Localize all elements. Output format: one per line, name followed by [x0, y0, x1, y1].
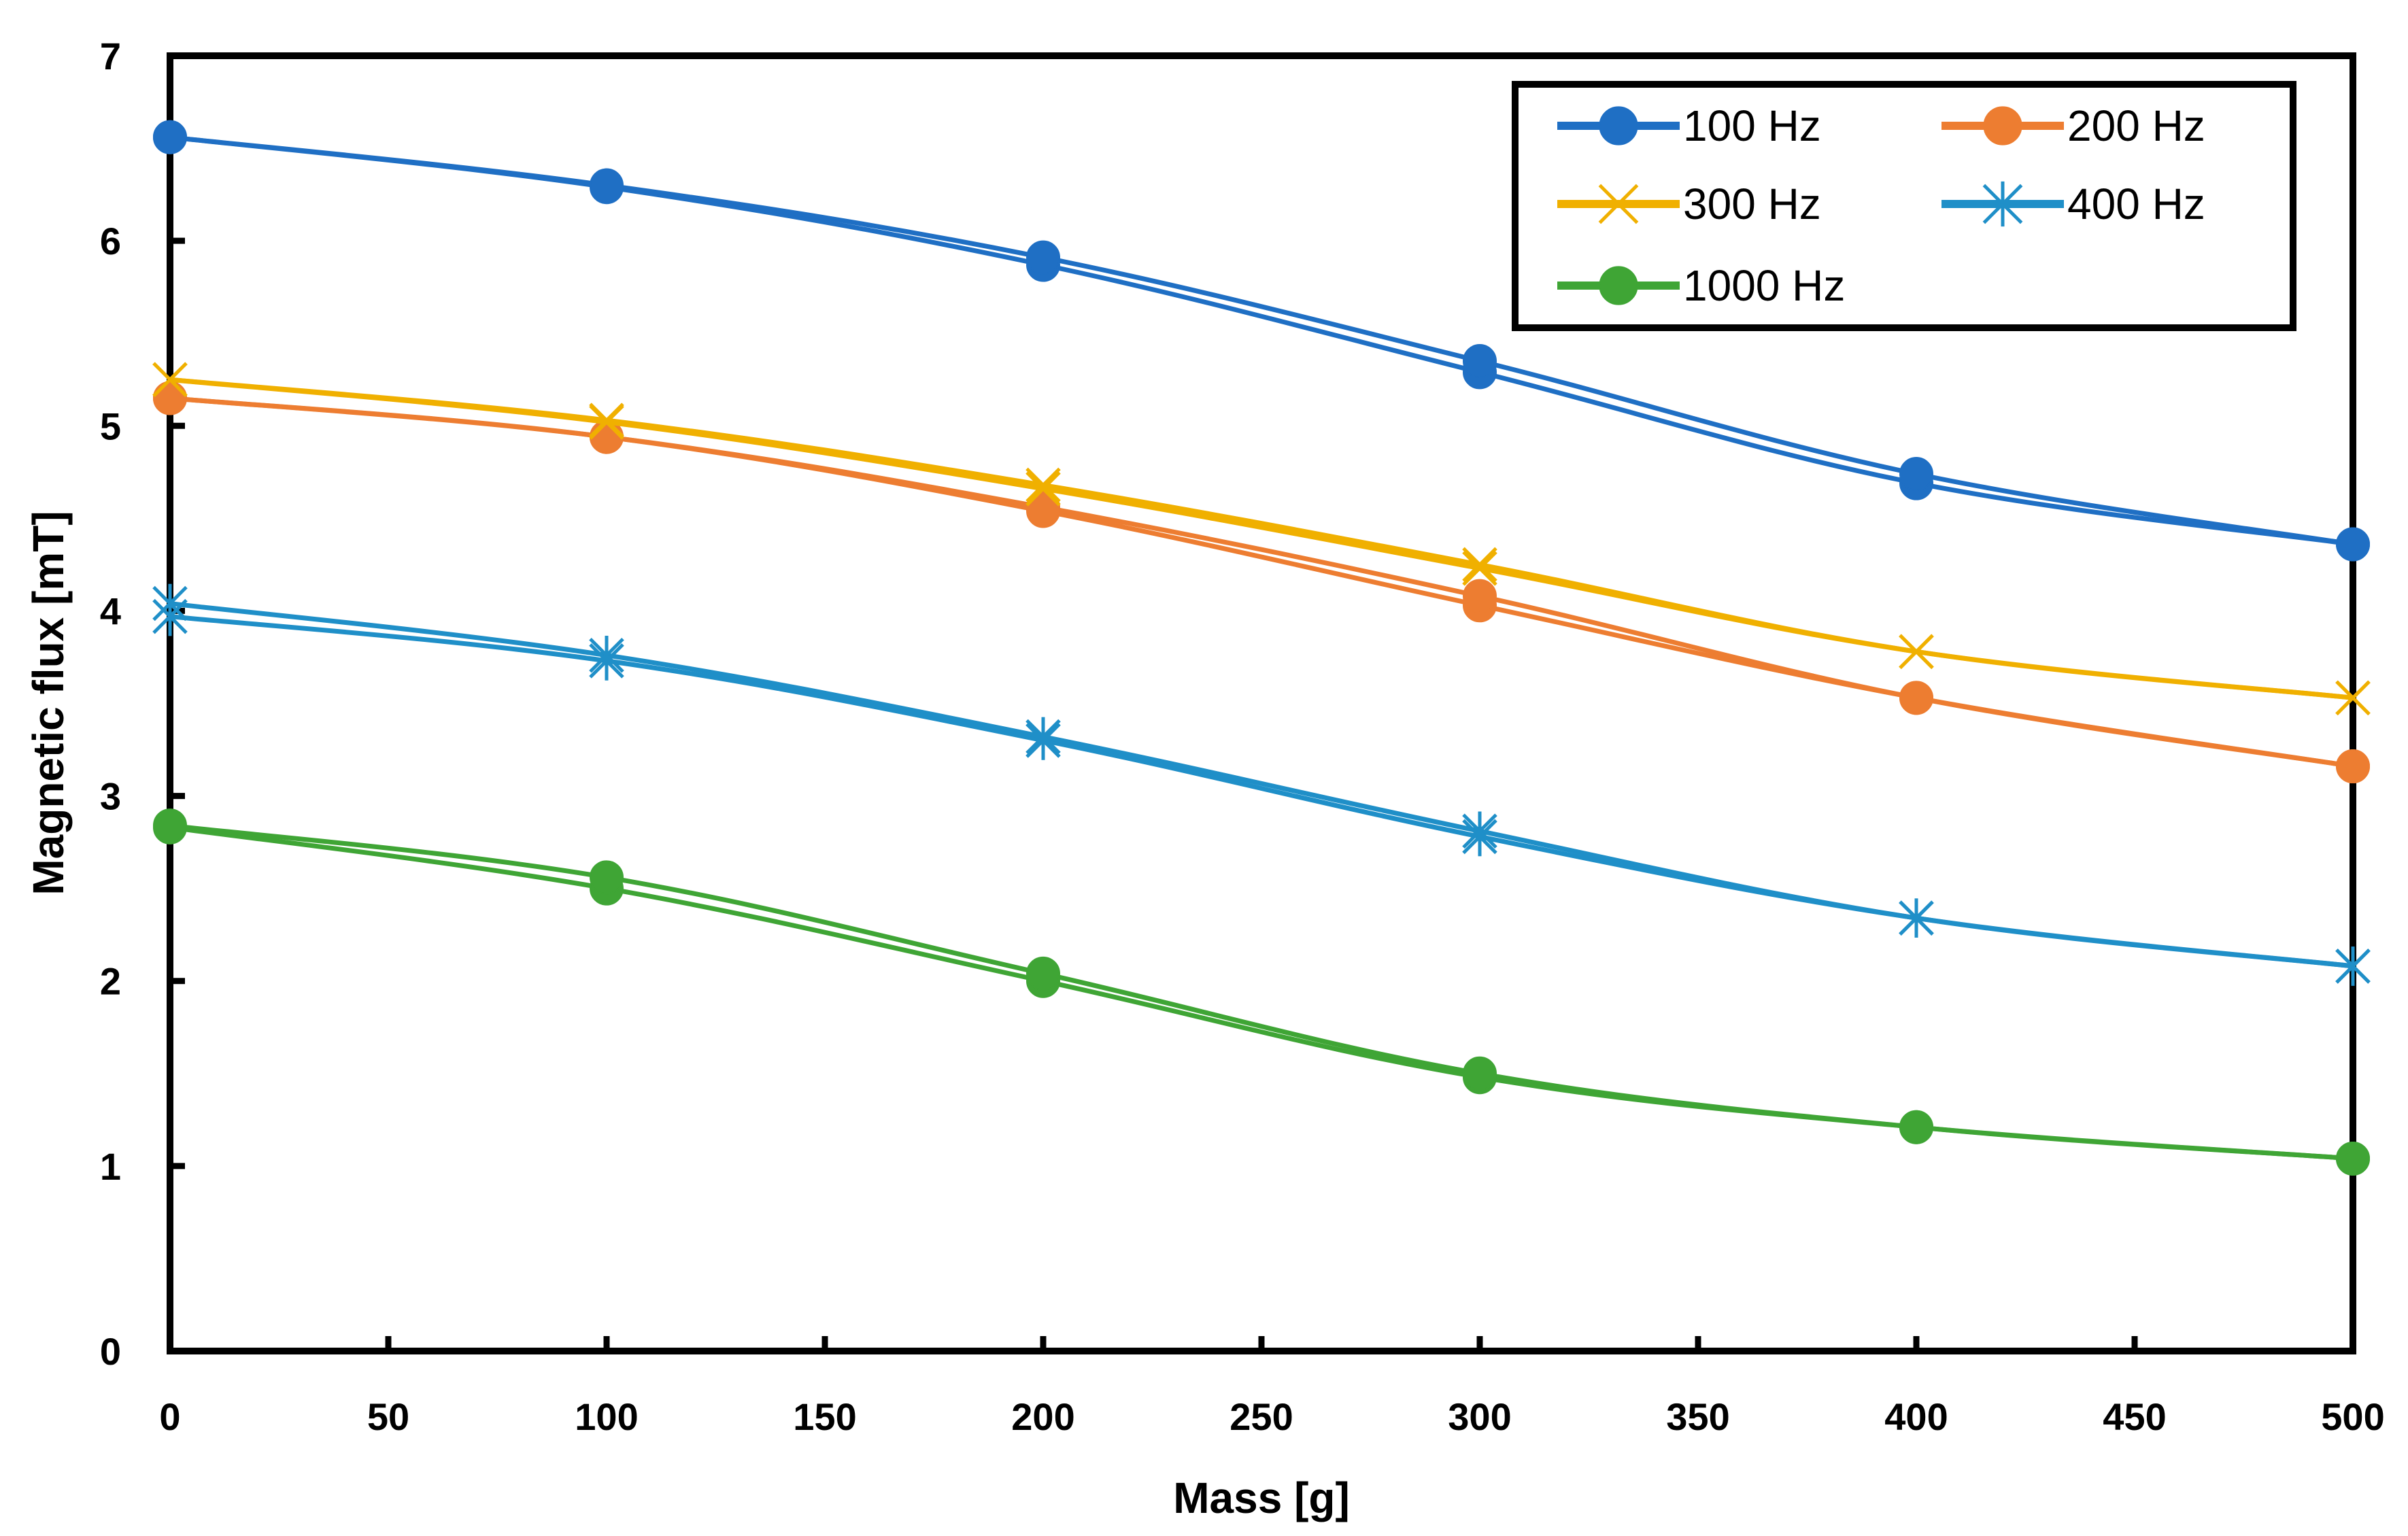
x-tick-label: 500 [2321, 1395, 2384, 1438]
series-line [167, 396, 2356, 769]
x-tick-label: 100 [575, 1395, 638, 1438]
data-point [2336, 527, 2370, 562]
legend-item: 400 Hz [1941, 180, 2205, 228]
data-point [590, 860, 624, 895]
data-point [2336, 1141, 2370, 1176]
data-point [2336, 749, 2370, 784]
data-point [1462, 547, 1497, 583]
x-tick-label: 50 [367, 1395, 409, 1438]
legend: 100 Hz 200 Hz 300 Hz 400 Hz 1000 Hz [1512, 81, 2296, 331]
x-tick-label: 300 [1448, 1395, 1511, 1438]
y-tick-label: 6 [100, 220, 121, 262]
legend-items: 100 Hz 200 Hz 300 Hz 400 Hz 1000 Hz [1557, 101, 2205, 310]
data-point [1463, 344, 1497, 379]
data-point [589, 403, 624, 438]
data-point [152, 583, 188, 624]
series-line-repeat [167, 601, 2356, 969]
data-point [1899, 1110, 1933, 1144]
y-tick-label: 2 [100, 960, 121, 1003]
x-tick-label: 150 [793, 1395, 856, 1438]
legend-swatch-marker [1598, 184, 1639, 224]
data-point [1899, 681, 1933, 715]
series-300-hz [152, 362, 2371, 716]
x-tick-label: 450 [2103, 1395, 2166, 1438]
data-point [1463, 579, 1497, 613]
data-point [589, 635, 624, 675]
data-point [153, 120, 187, 154]
data-point [1025, 467, 1061, 503]
x-tick-label: 350 [1666, 1395, 1729, 1438]
legend-item: 1000 Hz [1557, 261, 1845, 310]
series-1000-hz [153, 808, 2370, 1176]
series-line-repeat [167, 377, 2356, 700]
series-200-hz [153, 381, 2370, 784]
data-point [2335, 680, 2371, 716]
legend-item: 200 Hz [1941, 101, 2205, 150]
data-point [1026, 240, 1060, 275]
legend-item: 300 Hz [1557, 180, 1821, 228]
legend-label: 1000 Hz [1683, 261, 1845, 310]
data-point [152, 362, 188, 398]
data-point [1025, 717, 1061, 757]
data-point [1899, 634, 1934, 670]
series-line-repeat [167, 135, 2356, 547]
y-axis-title: Magnetic flux [mT] [24, 511, 73, 895]
legend-swatch-marker [1599, 106, 1638, 146]
data-point [1899, 457, 1933, 492]
y-tick-label: 3 [100, 775, 121, 818]
data-point [153, 381, 187, 415]
legend-item: 100 Hz [1557, 101, 1821, 150]
data-point [590, 168, 624, 203]
data-point [1462, 551, 1497, 586]
x-tick-label: 0 [159, 1395, 180, 1438]
y-tick-label: 7 [100, 35, 121, 78]
y-tick-label: 5 [100, 405, 121, 447]
legend-label: 100 Hz [1683, 101, 1821, 150]
y-tick-label: 0 [100, 1330, 121, 1373]
data-point [153, 808, 187, 843]
data-point [1025, 471, 1061, 507]
x-tick-label: 250 [1230, 1395, 1293, 1438]
series-line [167, 825, 2356, 1161]
legend-label: 300 Hz [1683, 180, 1821, 228]
series-line-repeat [167, 823, 2356, 1161]
data-point [1462, 811, 1497, 851]
data-point [1026, 956, 1060, 991]
series-line-repeat [167, 396, 2356, 769]
data-point [2335, 946, 2371, 986]
series-line [167, 614, 2356, 969]
legend-label: 400 Hz [2067, 180, 2205, 228]
data-point [1463, 1056, 1497, 1091]
series-layer [152, 120, 2371, 1176]
series-100-hz [153, 120, 2370, 562]
y-axis-ticks: 0 1 2 3 4 5 6 7 [100, 35, 185, 1373]
legend-swatch-marker [1983, 106, 2022, 146]
x-tick-label: 400 [1884, 1395, 1948, 1438]
legend-label: 200 Hz [2067, 101, 2205, 150]
y-tick-label: 4 [100, 590, 121, 632]
x-tick-label: 200 [1011, 1395, 1074, 1438]
y-tick-label: 1 [100, 1145, 121, 1188]
legend-swatch-marker [1599, 266, 1638, 305]
x-axis-ticks: 0 50 100 150 200 250 300 350 400 450 500 [159, 1336, 2385, 1438]
series-400-hz [152, 583, 2371, 986]
x-axis-title: Mass [g] [1173, 1473, 1350, 1522]
data-point [1899, 898, 1934, 938]
series-line [167, 377, 2356, 700]
legend-swatch-marker [1982, 181, 2023, 227]
